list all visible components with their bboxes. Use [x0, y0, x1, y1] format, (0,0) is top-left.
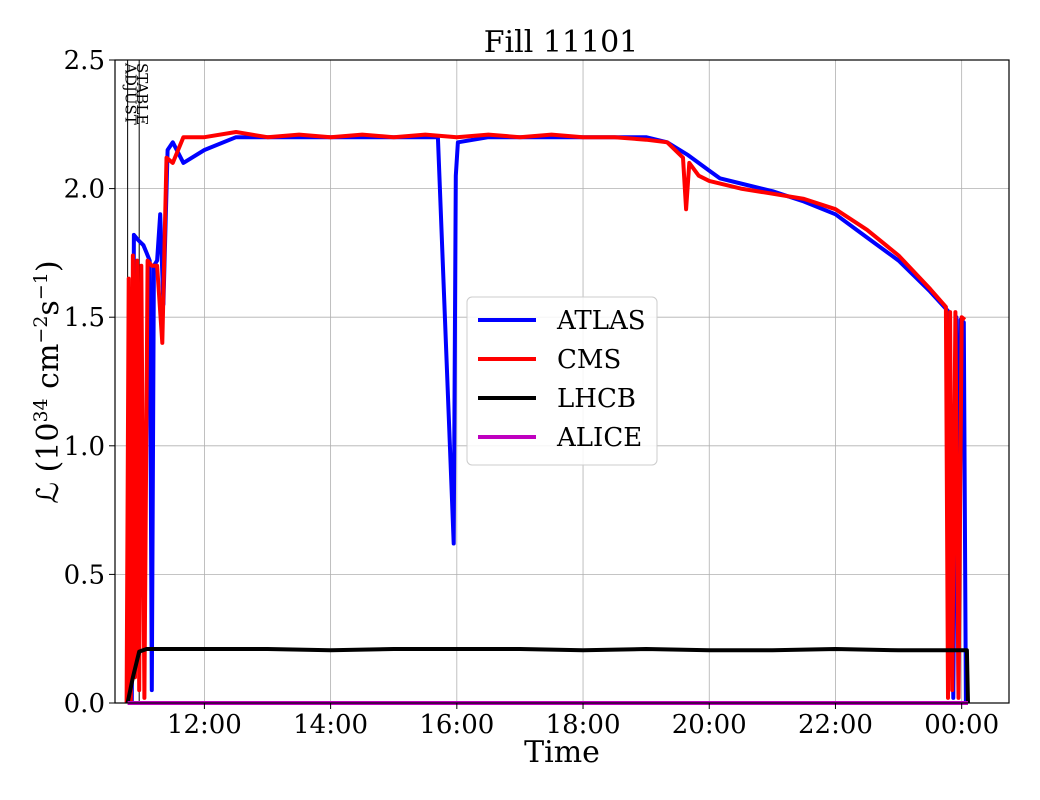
x-tick-label: 20:00 — [672, 710, 747, 740]
chart-title: Fill 11101 — [484, 25, 639, 60]
y-label-part-close: ) — [31, 260, 66, 272]
x-tick-label: 18:00 — [546, 710, 621, 740]
x-axis-label: Time — [524, 735, 600, 770]
x-ticks: 12:00 14:00 16:00 18:00 20:00 22:00 00:00 — [167, 703, 999, 740]
legend-label-cms: CMS — [557, 345, 621, 375]
series-line-atlas — [125, 135, 968, 705]
y-tick-label: 0.5 — [64, 560, 105, 590]
legend: ATLAS CMS LHCB ALICE — [466, 296, 658, 466]
legend-label-atlas: ATLAS — [556, 306, 646, 336]
y-tick-label: 1.0 — [64, 432, 105, 462]
annotation-label: ADJUST — [122, 62, 140, 125]
legend-label-lhcb: LHCB — [557, 384, 636, 414]
series-line-cms — [124, 130, 967, 705]
y-label-part-unit1: cm — [31, 344, 66, 399]
x-tick-label: 00:00 — [924, 710, 999, 740]
y-axis-label: ℒ (1034 cm−2s−1) — [30, 260, 66, 503]
y-tick-label: 0.0 — [64, 689, 105, 719]
y-tick-label: 2.5 — [64, 46, 105, 76]
plot-frame — [114, 59, 1010, 704]
x-tick-label: 14:00 — [293, 710, 368, 740]
y-label-part-exp2: −2 — [30, 316, 52, 344]
x-tick-label: 16:00 — [419, 710, 494, 740]
legend-box — [466, 296, 658, 466]
y-label-part-exp3: −1 — [30, 272, 52, 300]
y-label-part-exp1: 34 — [30, 398, 52, 422]
y-label-part-main: ℒ (10 — [31, 423, 66, 504]
y-tick-label: 1.5 — [64, 303, 105, 333]
legend-label-alice: ALICE — [556, 423, 642, 453]
y-label-part-unit2: s — [31, 300, 66, 315]
series-line-lhcb — [125, 647, 970, 704]
annotation-label: STABLE — [133, 63, 151, 125]
y-tick-label: 2.0 — [64, 175, 105, 205]
x-tick-label: 12:00 — [167, 710, 242, 740]
y-ticks: 0.0 0.5 1.0 1.5 2.0 2.5 — [64, 46, 115, 719]
x-tick-label: 22:00 — [798, 710, 873, 740]
